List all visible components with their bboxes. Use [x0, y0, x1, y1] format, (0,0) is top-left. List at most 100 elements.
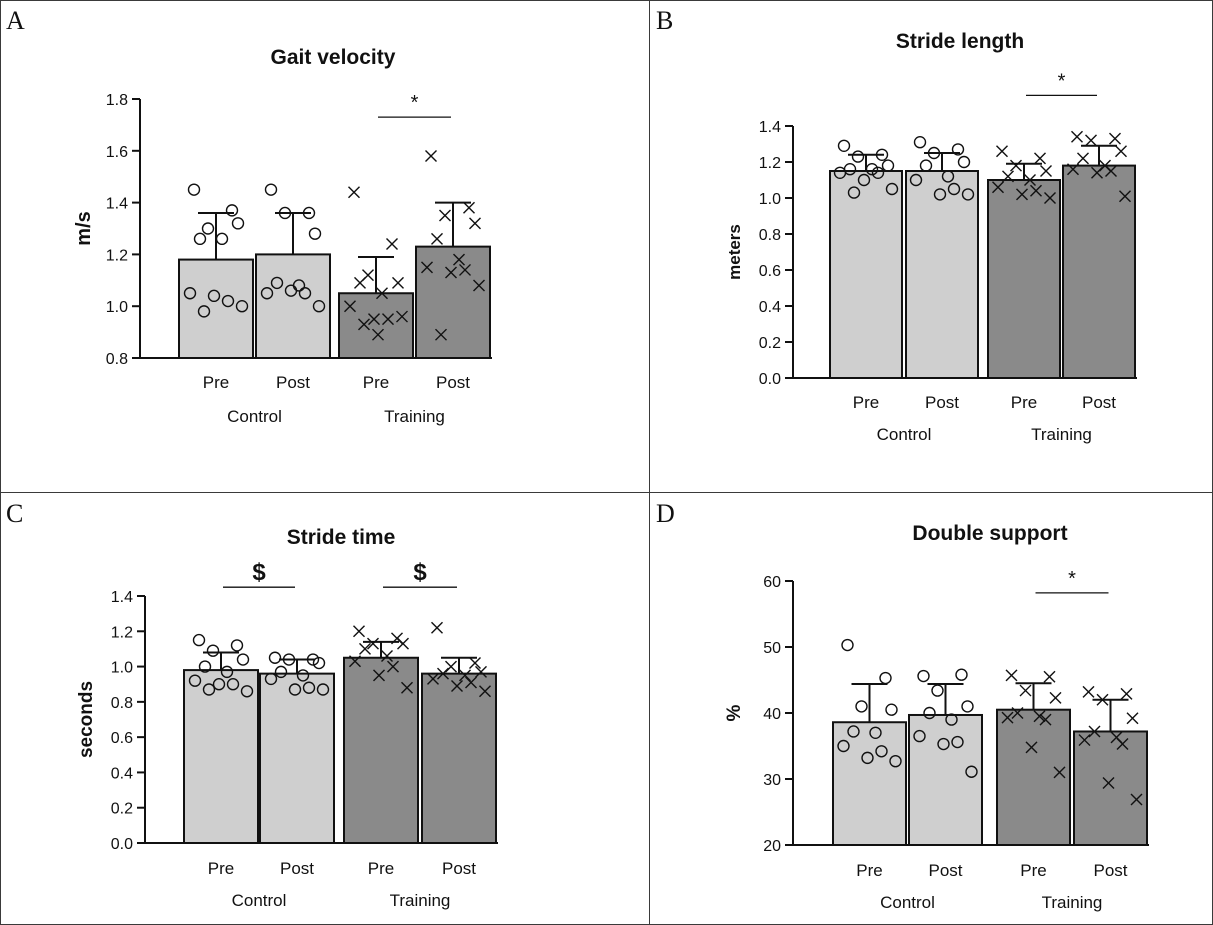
data-point-circle — [889, 754, 902, 768]
y-axis-label: meters — [725, 224, 744, 280]
data-point-cross — [1043, 670, 1056, 683]
data-point-cross — [479, 685, 491, 698]
y-tick-label: 0.6 — [111, 730, 133, 747]
group-label: Training — [1042, 893, 1103, 912]
panel-letter: C — [6, 499, 24, 528]
x-tick-label: Post — [1082, 393, 1116, 412]
y-axis-label: seconds — [76, 681, 97, 758]
data-point-cross — [473, 279, 485, 292]
bar — [1073, 730, 1148, 846]
data-point-circle — [879, 671, 892, 685]
data-point-circle — [226, 678, 240, 691]
data-point-circle — [913, 729, 926, 743]
data-point-cross — [1039, 713, 1052, 726]
data-point-cross — [1071, 130, 1083, 143]
data-point-cross — [1091, 166, 1103, 179]
data-point-circle — [284, 284, 298, 297]
data-point-circle — [885, 703, 898, 716]
data-point-circle — [933, 188, 947, 201]
data-point-cross — [387, 660, 399, 673]
data-point-cross — [381, 649, 393, 662]
bar — [259, 672, 335, 844]
group-label: Control — [880, 893, 935, 912]
data-point-cross — [465, 676, 477, 689]
data-point-circle — [885, 182, 899, 196]
x-tick-label: Post — [925, 393, 959, 412]
data-point-cross — [1120, 687, 1133, 700]
data-point-circle — [235, 300, 249, 313]
data-point-cross — [358, 318, 370, 331]
data-point-circle — [881, 159, 895, 172]
y-tick-label: 0.4 — [111, 765, 133, 782]
data-point-cross — [1034, 152, 1046, 165]
data-point-circle — [308, 227, 322, 240]
data-point-cross — [354, 276, 366, 289]
data-point-cross — [1010, 159, 1022, 172]
significance-marker: $ — [252, 559, 266, 586]
data-point-cross — [1019, 684, 1032, 697]
data-point-cross — [427, 672, 439, 685]
data-point-circle — [847, 725, 860, 738]
data-point-cross — [1011, 707, 1024, 719]
data-point-circle — [965, 765, 978, 778]
stride-time-chart: Stride time seconds 0.0 0.2 0.4 0.6 0.8 1.0 1.2 1… — [76, 526, 498, 910]
data-point-circle — [212, 678, 226, 691]
data-point-cross — [1005, 669, 1018, 682]
data-point-circle — [945, 713, 958, 726]
bar — [905, 170, 979, 379]
data-point-circle — [857, 173, 871, 187]
data-point-circle — [183, 287, 197, 300]
data-point-circle — [951, 735, 964, 749]
data-point-circle — [947, 182, 961, 196]
data-point-cross — [1130, 793, 1143, 806]
chart-title: Double support — [912, 522, 1067, 545]
data-point-circle — [941, 170, 955, 183]
y-tick-label: 0.6 — [759, 263, 781, 280]
gait-velocity-chart: Gait velocity m/s 0.8 1.0 1.2 1.4 1.6 1.8 * Pre Po… — [73, 46, 492, 426]
x-tick-label: Post — [436, 373, 470, 392]
bar — [178, 258, 254, 359]
data-point-circle — [847, 186, 861, 199]
y-tick-label: 40 — [763, 706, 781, 723]
data-point-circle — [957, 155, 971, 169]
y-tick-label: 1.0 — [106, 299, 128, 316]
data-point-cross — [401, 681, 413, 694]
double-support-chart: Double support% 20 30 40 50 60 * Pre Post Pre Post… — [724, 522, 1149, 912]
y-tick-label: 1.8 — [106, 92, 128, 109]
data-point-circle — [312, 656, 326, 670]
data-point-cross — [382, 313, 394, 326]
data-point-cross — [397, 637, 409, 650]
data-point-cross — [1082, 685, 1095, 698]
data-point-cross — [459, 669, 471, 682]
data-point-cross — [451, 679, 463, 692]
data-point-cross — [1109, 132, 1121, 145]
data-point-cross — [392, 276, 404, 289]
bar — [415, 245, 491, 360]
data-point-circle — [937, 737, 950, 751]
data-point-cross — [445, 266, 457, 279]
y-axis-label: % — [724, 704, 745, 721]
group-label: Control — [227, 407, 282, 426]
bar — [343, 656, 419, 844]
y-tick-label: 0.0 — [111, 836, 133, 853]
data-point-circle — [302, 681, 316, 694]
data-point-cross — [373, 669, 385, 682]
data-point-circle — [188, 674, 202, 687]
x-tick-label: Post — [442, 859, 476, 878]
y-tick-label: 1.0 — [759, 191, 781, 208]
bar — [908, 713, 983, 846]
bar — [832, 721, 907, 847]
x-tick-label: Post — [280, 859, 314, 878]
y-tick-label: 0.2 — [111, 801, 133, 818]
data-point-circle — [207, 289, 221, 303]
x-tick-label: Pre — [368, 859, 394, 878]
data-point-circle — [316, 683, 330, 696]
panel-b: B Stride length meters 0.0 0.2 0.4 0.6 0.8 1.0 1… — [650, 0, 1213, 492]
y-tick-label: 0.8 — [759, 227, 781, 244]
significance-marker: $ — [413, 559, 427, 586]
bar — [338, 292, 414, 359]
data-point-cross — [348, 186, 360, 199]
x-tick-label: Pre — [856, 861, 882, 880]
y-tick-label: 0.8 — [111, 695, 133, 712]
data-point-cross — [431, 621, 443, 634]
